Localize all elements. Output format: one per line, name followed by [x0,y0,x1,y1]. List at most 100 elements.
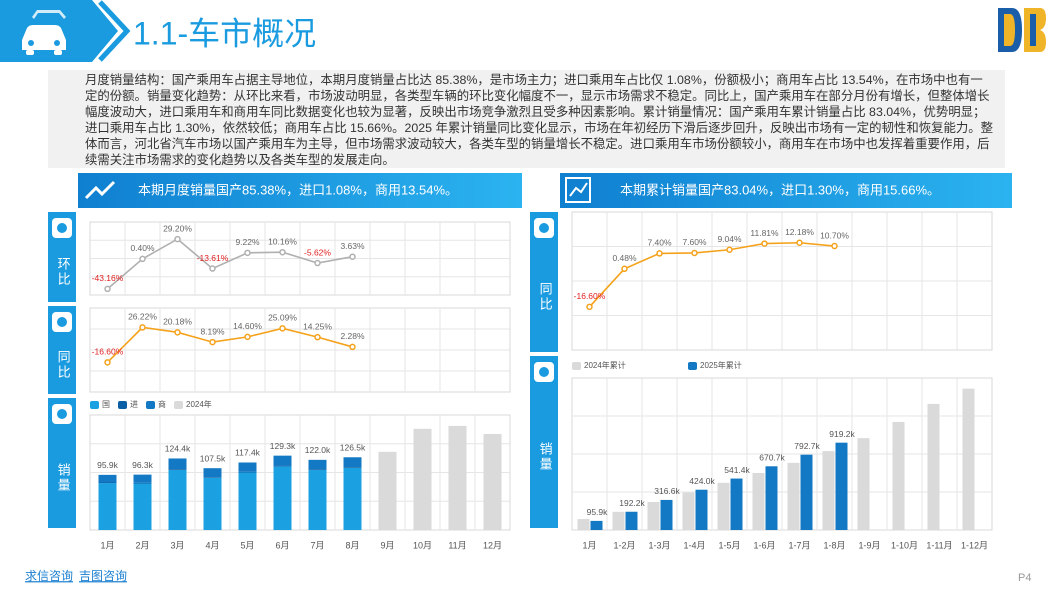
bar [892,421,905,530]
point [726,246,733,253]
x-tick-label: 8月 [345,540,359,550]
data-label: -13.61% [197,253,229,263]
x-tick-label: 6月 [275,540,289,550]
data-label: -16.60% [574,291,606,301]
bar [787,462,800,530]
bar [835,442,848,530]
data-label: 29.20% [163,223,192,233]
bar-segment [343,457,362,468]
bar [857,438,870,530]
data-label: 25.09% [268,313,297,323]
data-label: 14.25% [303,321,332,331]
point [139,324,146,331]
x-tick-label: 1-5月 [718,540,740,550]
bar-segment [133,483,152,530]
point [244,333,251,341]
bar-segment [98,474,117,483]
bar-segment [98,482,117,484]
bar-segment [343,467,362,530]
data-label: 20.18% [163,317,192,327]
legend-label: 进 [130,400,138,409]
data-label: -16.60% [92,347,124,357]
x-tick-label: 7月 [310,540,324,550]
point [314,259,321,267]
legend-label: 2024年累计 [584,360,626,370]
point [586,303,593,311]
stats-icon [565,177,591,203]
line [588,241,835,308]
data-label: 316.6k [654,486,680,496]
right-banner [560,173,1012,208]
side-icon-dot [539,223,549,233]
bar-segment [133,482,152,484]
data-label: 670.7k [759,453,785,463]
data-label: 192.2k [619,498,645,508]
side-icon-dot [57,409,67,419]
point [174,329,181,336]
trend-icon [84,180,116,200]
bar [695,489,708,530]
bar [752,473,765,530]
bar-segment [273,466,292,530]
point [691,249,698,257]
bar-segment [308,469,327,471]
line [106,238,353,290]
legend-swatch [174,401,183,409]
x-tick-label: 9月 [380,540,394,550]
data-label: -5.62% [304,247,331,257]
bar-segment [133,474,152,483]
left-banner [78,173,522,208]
legend-label: 2025年累计 [700,360,742,370]
x-tick-label: 4月 [205,540,219,550]
total-label: 122.0k [305,445,331,455]
x-tick-label: 1-11月 [926,540,952,550]
legend-label: 商 [158,399,166,409]
data-label: 26.22% [128,312,157,322]
side-icon-dot [57,223,67,233]
x-tick-label: 1月 [100,540,114,550]
bar [590,520,603,530]
left-banner-text: 本期月度销量国产85.38%，进口1.08%，商用13.54%。 [138,182,458,197]
point [761,240,768,247]
data-label: 424.0k [689,476,715,486]
data-label: 95.9k [587,507,609,517]
side-label: 同比 [538,282,553,312]
bar-segment [98,483,117,530]
point [209,338,216,346]
bar-segment [378,451,397,530]
data-label: 9.22% [235,237,260,247]
summary-text: 月度销量结构：国产乘用车占据主导地位，本期月度销量占比达 85.38%，是市场主… [48,70,1005,168]
car-icon [22,10,66,55]
point [796,239,803,247]
point [209,265,216,272]
legend-swatch [688,362,697,370]
bar-segment [448,425,467,530]
bar-segment [203,477,222,530]
side-label: 销量 [56,463,71,493]
data-label: 8.19% [200,326,225,336]
data-label: 0.40% [130,243,155,253]
point [279,325,286,332]
right-banner-text: 本期累计销量国产83.04%，进口1.30%，商用15.66%。 [620,182,940,197]
data-label: 9.04% [717,234,742,244]
bar-segment [273,465,292,467]
data-label: 7.60% [682,237,707,247]
x-tick-label: 1-8月 [823,540,845,550]
bar-segment [168,458,187,470]
bar-segment [273,455,292,466]
page-number: P4 [1018,572,1031,584]
bar [717,482,730,530]
total-label: 124.4k [165,444,191,454]
bar [577,519,590,530]
x-tick-label: 1月 [582,540,596,550]
bar [625,511,638,530]
bar [682,492,695,530]
bar-segment [413,428,432,530]
total-label: 107.5k [200,453,226,463]
data-label: 10.70% [820,230,849,240]
data-label: 12.18% [785,227,814,237]
total-label: 95.9k [97,460,119,470]
bar-segment [343,467,362,468]
page-title: 1.1-车市概况 [133,15,316,51]
